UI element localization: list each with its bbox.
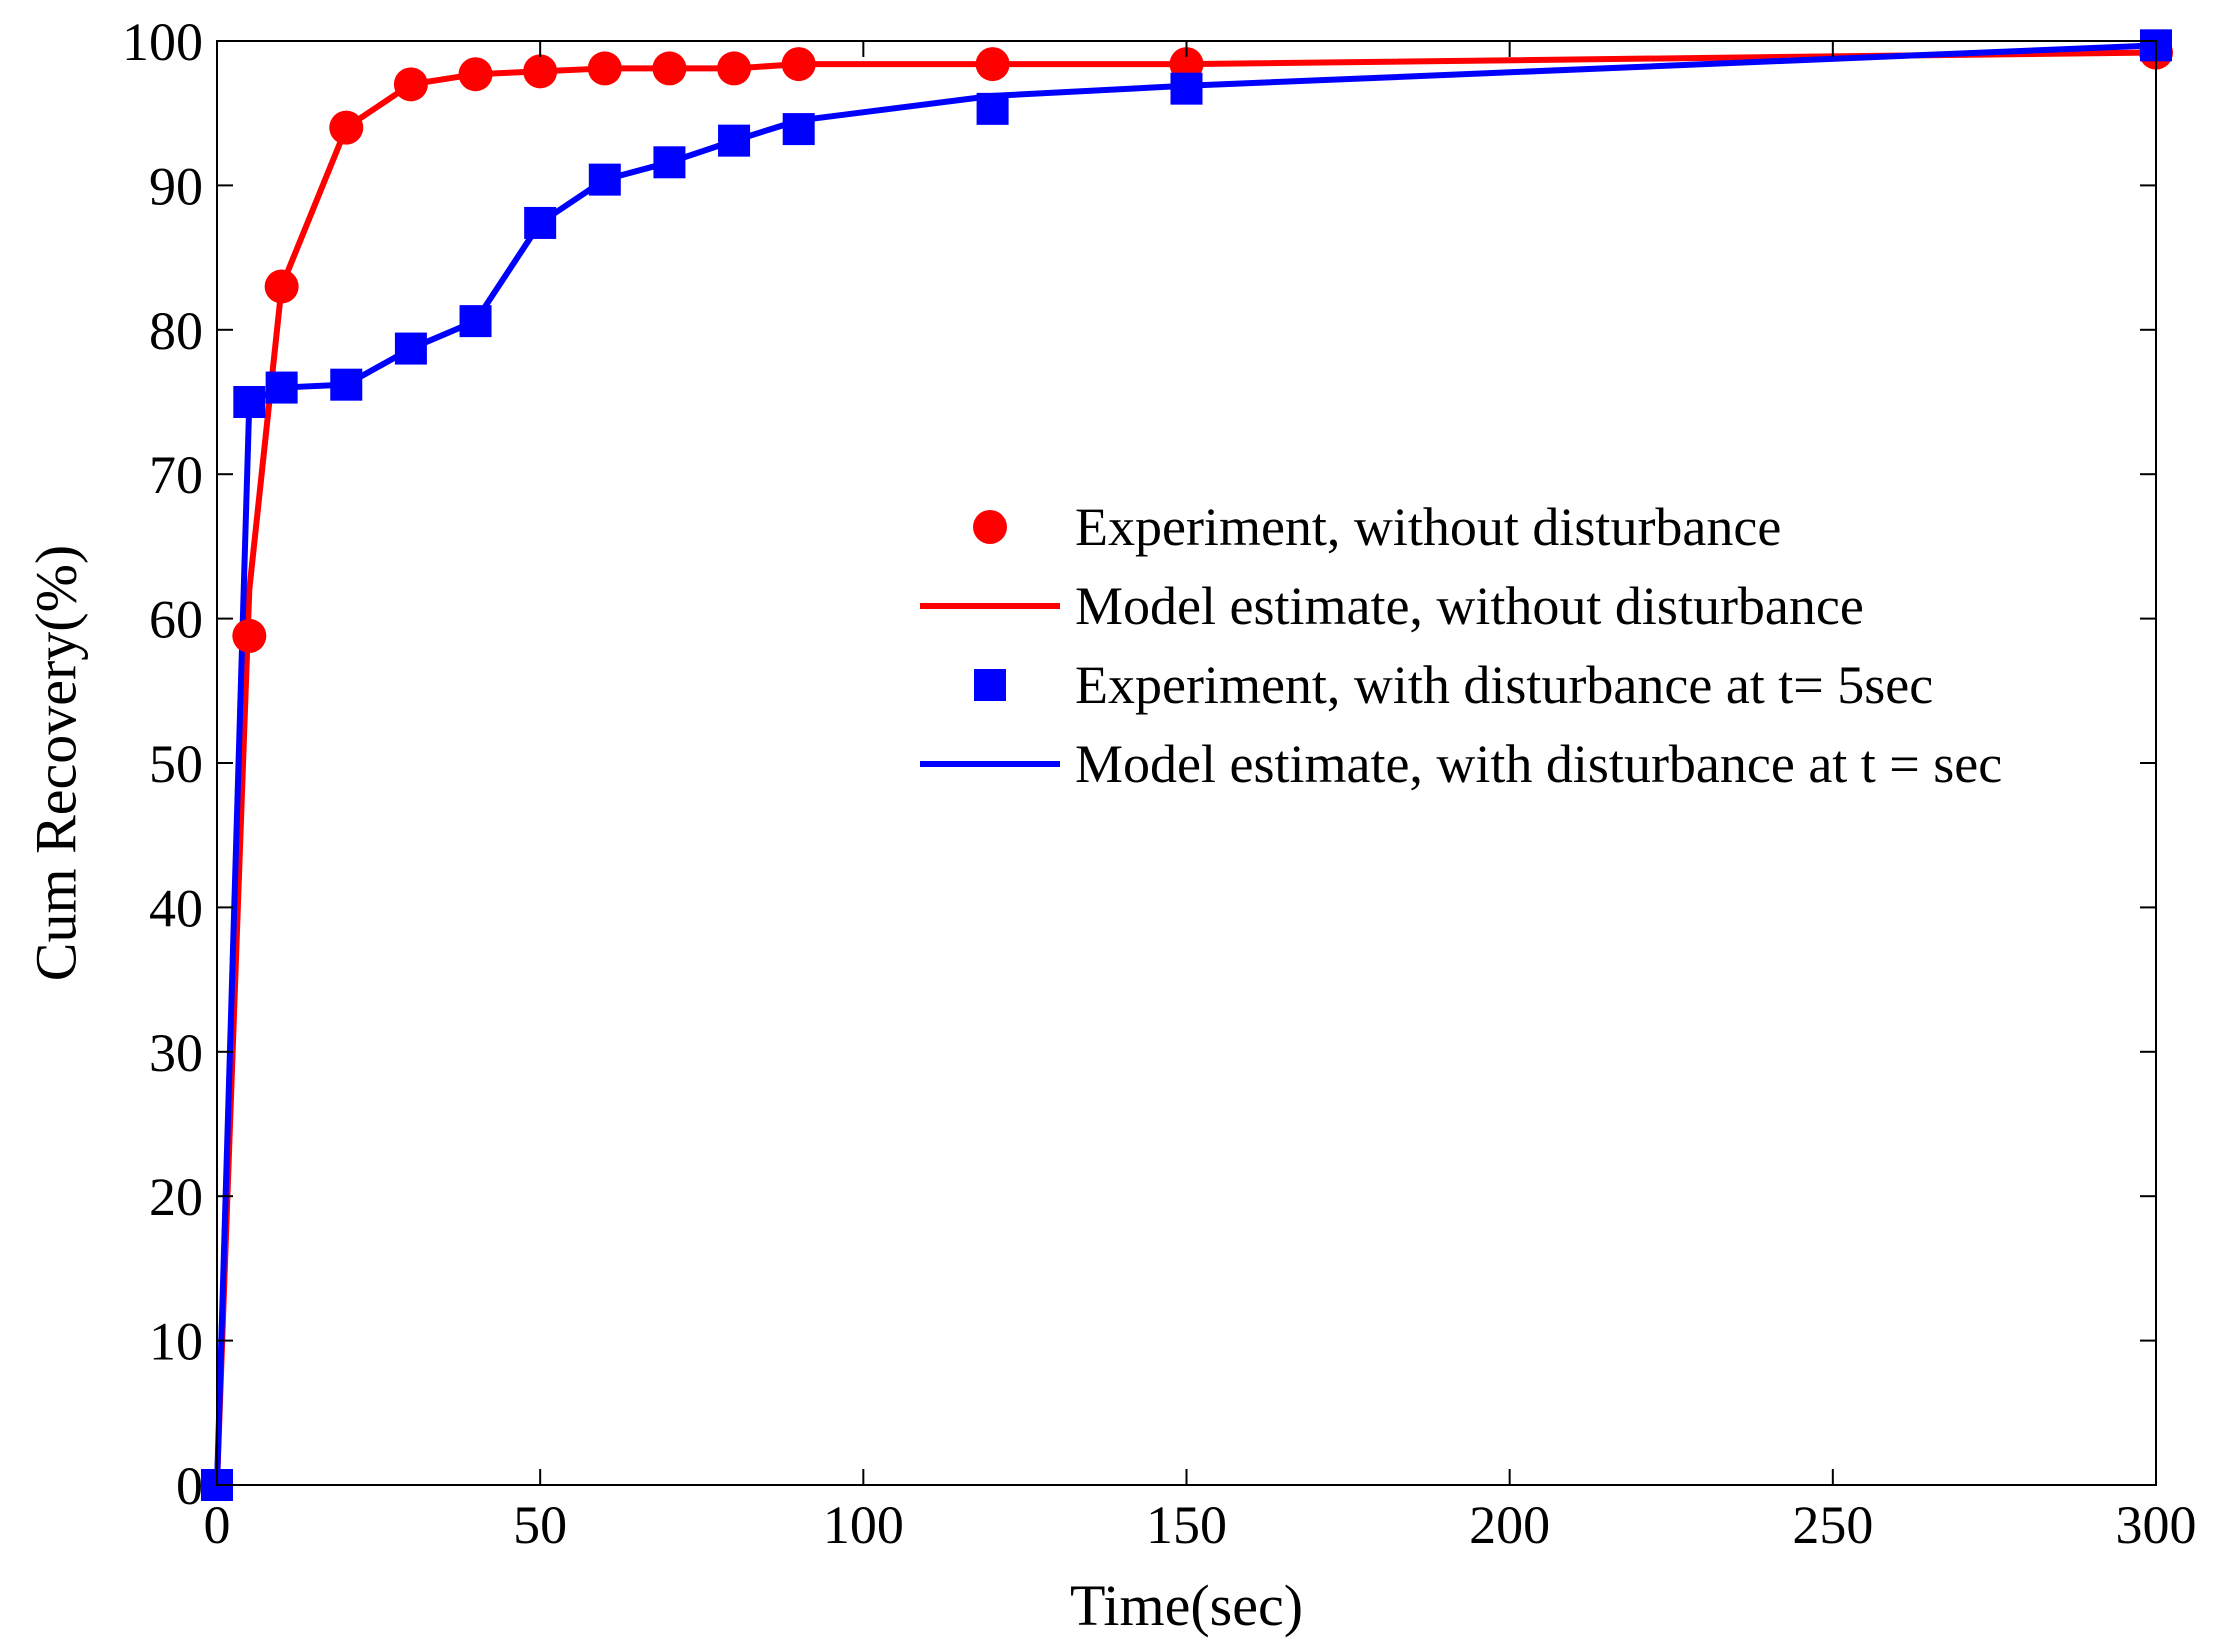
x-tick-label: 100 <box>823 1495 904 1555</box>
data-point-circle <box>717 51 752 86</box>
series-line-1 <box>214 49 2157 1486</box>
data-point-circle <box>652 51 687 86</box>
legend-label-exp-with: Experiment, with disturbance at t= 5sec <box>1075 655 1933 715</box>
data-point-square <box>1170 72 1203 105</box>
data-point-circle <box>975 47 1010 82</box>
series-layer <box>201 29 2173 1501</box>
legend: Experiment, without disturbance Model es… <box>920 497 2002 794</box>
y-tick-label: 80 <box>149 301 203 361</box>
x-tick-label: 250 <box>1792 1495 1873 1555</box>
legend-label-exp-without: Experiment, without disturbance <box>1075 497 1781 557</box>
data-point-square <box>588 163 621 196</box>
data-point-circle <box>393 67 428 102</box>
data-point-circle <box>781 47 816 82</box>
x-tick-label: 0 <box>204 1495 231 1555</box>
data-point-square <box>394 332 427 365</box>
data-point-circle <box>329 110 364 145</box>
legend-label-model-with: Model estimate, with disturbance at t = … <box>1075 734 2002 794</box>
legend-marker-exp-with <box>974 669 1006 701</box>
x-tick-label: 200 <box>1469 1495 1550 1555</box>
x-tick-label: 150 <box>1146 1495 1227 1555</box>
y-tick-label: 100 <box>122 12 203 72</box>
y-tick-label: 40 <box>149 878 203 938</box>
y-tick-label: 90 <box>149 156 203 216</box>
data-point-square <box>233 386 266 418</box>
y-tick-label: 60 <box>149 590 203 650</box>
legend-label-model-without: Model estimate, without disturbance <box>1075 576 1864 636</box>
x-tick-label: 50 <box>513 1495 567 1555</box>
data-point-square <box>718 124 751 157</box>
x-tick-label: 300 <box>2116 1495 2197 1555</box>
data-point-square <box>782 113 815 146</box>
y-tick-label: 70 <box>149 445 203 505</box>
y-axis-title: Cum Recovery(%) <box>23 545 88 981</box>
data-point-circle <box>523 54 558 89</box>
data-point-square <box>976 92 1009 125</box>
data-point-circle <box>232 618 267 653</box>
x-axis-title: Time(sec) <box>1070 1573 1303 1638</box>
data-point-circle <box>458 57 493 92</box>
y-tick-label: 20 <box>149 1167 203 1227</box>
data-point-square <box>265 371 298 404</box>
data-point-square <box>330 368 363 401</box>
data-point-circle <box>264 269 299 304</box>
y-tick-label: 30 <box>149 1023 203 1083</box>
data-point-circle <box>1169 47 1204 82</box>
y-tick-label: 0 <box>176 1456 203 1516</box>
data-point-circle <box>587 51 622 86</box>
y-tick-label: 50 <box>149 734 203 794</box>
y-tick-label: 10 <box>149 1312 203 1372</box>
legend-marker-exp-without <box>973 510 1007 544</box>
data-point-square <box>524 206 557 239</box>
tick-layer: 0 50 100 150 200 250 300 0 10 20 30 40 50 60 70 80 90 100 <box>122 12 2197 1555</box>
data-point-square <box>459 305 492 338</box>
data-point-square <box>653 146 686 179</box>
